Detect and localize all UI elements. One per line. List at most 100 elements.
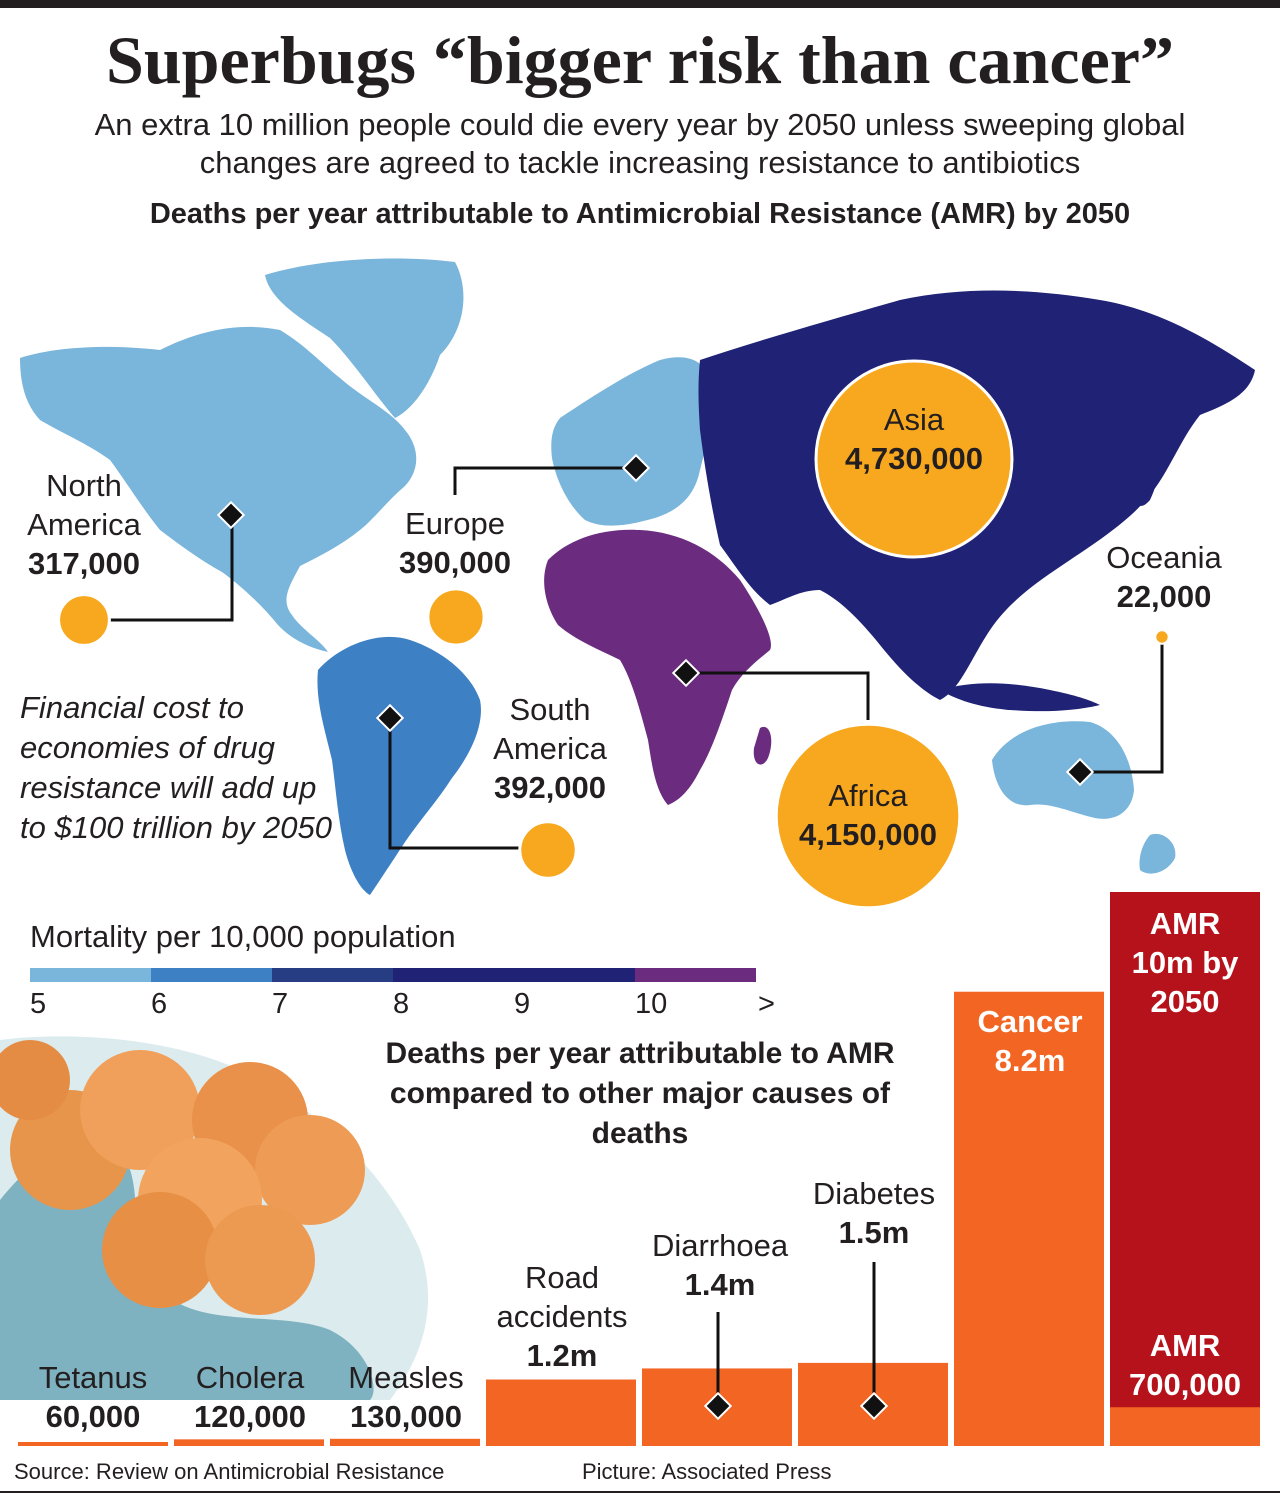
south-america-name-2: America bbox=[493, 731, 607, 766]
financial-cost-note: Financial cost to economies of drug resi… bbox=[20, 690, 332, 845]
legend-title: Mortality per 10,000 population bbox=[30, 919, 456, 954]
diamond-oceania bbox=[1065, 757, 1095, 787]
amr-2050-line-2: 10m by bbox=[1131, 945, 1239, 980]
measles-label: Measles 130,000 bbox=[330, 1358, 482, 1436]
coccus-2 bbox=[80, 1050, 200, 1170]
bar-measles bbox=[330, 1438, 480, 1446]
tetanus-label: Tetanus 60,000 bbox=[18, 1358, 168, 1436]
bar-tetanus bbox=[18, 1442, 168, 1446]
legend-bar-6-7 bbox=[151, 968, 272, 982]
diamond-diarrhoea bbox=[703, 1391, 733, 1421]
bar-chart-title: Deaths per year attributable to AMR comp… bbox=[385, 1037, 895, 1150]
leader-africa bbox=[686, 671, 870, 720]
bacteria-photo bbox=[0, 1036, 429, 1400]
bar-amr-2050 bbox=[1110, 892, 1260, 1446]
japan-shape bbox=[1135, 445, 1159, 507]
road-name-1: Road bbox=[524, 1260, 600, 1295]
coccus-8 bbox=[0, 1040, 70, 1120]
legend-tick-9: 9 bbox=[514, 988, 531, 1020]
coccus-4 bbox=[255, 1115, 365, 1225]
bubble-europe bbox=[426, 587, 486, 647]
diabetes-value: 1.5m bbox=[838, 1215, 910, 1250]
legend-bar-7-8 bbox=[272, 968, 393, 982]
diamond-north-america bbox=[216, 500, 246, 530]
legend-bar-over-10 bbox=[635, 968, 756, 982]
bar-amr-current bbox=[1110, 1407, 1260, 1446]
asia-value: 4,730,000 bbox=[845, 441, 983, 476]
diamond-diabetes bbox=[859, 1391, 889, 1421]
legend-tick-8: 8 bbox=[393, 988, 410, 1020]
legend-bar-8-10 bbox=[393, 968, 635, 982]
cancer-label: Cancer 8.2m bbox=[956, 1002, 1104, 1080]
north-america-shape bbox=[20, 326, 417, 652]
indonesia-shape bbox=[940, 683, 1100, 712]
legend-tick-7: 7 bbox=[272, 988, 289, 1020]
cholera-name: Cholera bbox=[195, 1360, 305, 1395]
amr-2050-line-1: AMR bbox=[1149, 906, 1221, 941]
leader-oceania bbox=[1080, 640, 1164, 774]
headline: Superbugs “bigger risk than cancer” bbox=[106, 22, 1174, 98]
leader-europe bbox=[453, 466, 636, 495]
subheadline: An extra 10 million people could die eve… bbox=[94, 107, 1186, 180]
north-america-name-1: North bbox=[46, 468, 122, 503]
africa-label: Africa 4,150,000 bbox=[768, 776, 968, 854]
cancer-name: Cancer bbox=[977, 1004, 1083, 1039]
oceania-value: 22,000 bbox=[1116, 579, 1212, 614]
measles-value: 130,000 bbox=[349, 1399, 463, 1434]
legend-bar-5-6 bbox=[30, 968, 151, 982]
amr-2050-label: AMR 10m by 2050 bbox=[1110, 904, 1260, 1021]
leader-north-america bbox=[110, 516, 234, 622]
cancer-value: 8.2m bbox=[994, 1043, 1066, 1078]
bubble-africa bbox=[774, 722, 962, 910]
legend-tick-over: > bbox=[758, 988, 775, 1020]
north-america-label: North America 317,000 bbox=[0, 466, 168, 583]
bar-road-accidents bbox=[486, 1379, 636, 1446]
europe-name: Europe bbox=[405, 506, 505, 541]
amr-now-value: 700,000 bbox=[1128, 1367, 1242, 1402]
asia-name: Asia bbox=[883, 402, 945, 437]
road-accidents-label: Road accidents 1.2m bbox=[486, 1258, 638, 1375]
oceania-name: Oceania bbox=[1106, 540, 1222, 575]
south-america-value: 392,000 bbox=[493, 770, 607, 805]
bubble-north-america bbox=[57, 593, 111, 647]
amr-now-label: AMR 700,000 bbox=[1110, 1326, 1260, 1404]
africa-shape bbox=[544, 529, 771, 805]
europe-shape bbox=[551, 357, 712, 526]
measles-name: Measles bbox=[348, 1360, 464, 1395]
madagascar-shape bbox=[753, 726, 772, 765]
south-america-label: South America 392,000 bbox=[468, 690, 632, 807]
amr-2050-line-3: 2050 bbox=[1150, 984, 1220, 1019]
europe-value: 390,000 bbox=[398, 545, 512, 580]
amr-now-name: AMR bbox=[1149, 1328, 1221, 1363]
diarrhoea-value: 1.4m bbox=[684, 1267, 756, 1302]
bubble-south-america bbox=[518, 820, 578, 880]
greenland-shape bbox=[265, 258, 464, 418]
south-america-name-1: South bbox=[509, 692, 591, 727]
tetanus-name: Tetanus bbox=[38, 1360, 148, 1395]
europe-label: Europe 390,000 bbox=[370, 504, 540, 582]
bubble-oceania bbox=[1154, 629, 1170, 645]
diabetes-label: Diabetes 1.5m bbox=[796, 1174, 952, 1252]
africa-value: 4,150,000 bbox=[799, 817, 937, 852]
road-value: 1.2m bbox=[526, 1338, 598, 1373]
diamond-africa bbox=[671, 658, 701, 688]
diamond-south-america bbox=[375, 703, 405, 733]
legend-tick-5: 5 bbox=[30, 988, 47, 1020]
asia-label: Asia 4,730,000 bbox=[814, 400, 1014, 478]
cholera-value: 120,000 bbox=[193, 1399, 307, 1434]
top-rule bbox=[0, 0, 1280, 8]
source-credit: Source: Review on Antimicrobial Resistan… bbox=[14, 1459, 445, 1484]
legend-tick-6: 6 bbox=[151, 988, 168, 1020]
africa-name: Africa bbox=[828, 778, 908, 813]
bottom-rule bbox=[0, 1491, 1280, 1493]
road-name-2: accidents bbox=[496, 1299, 628, 1334]
north-america-value: 317,000 bbox=[27, 546, 141, 581]
coccus-7 bbox=[205, 1205, 315, 1315]
south-america-shape bbox=[317, 636, 481, 895]
diarrhoea-name: Diarrhoea bbox=[651, 1228, 789, 1263]
bar-chart-bars bbox=[18, 892, 1260, 1446]
bar-cholera bbox=[174, 1439, 324, 1446]
australia-shape bbox=[992, 721, 1134, 819]
leader-south-america bbox=[388, 718, 520, 850]
